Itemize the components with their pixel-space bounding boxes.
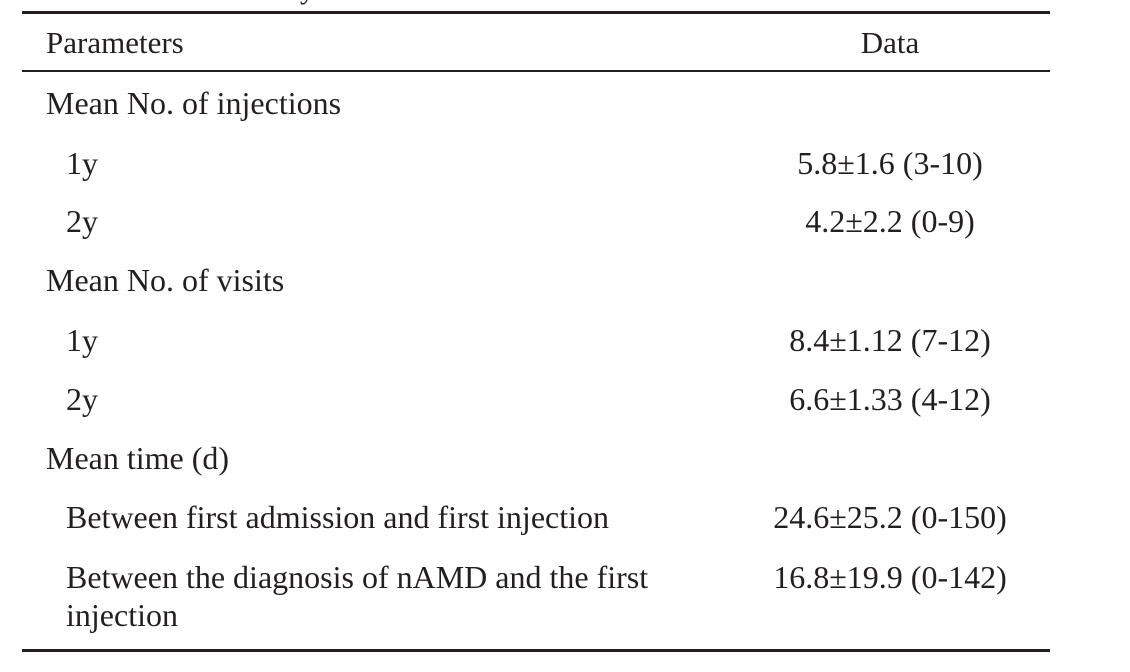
row-label-time-group: Mean time (d): [46, 440, 230, 476]
row-value-visits-1y: 8.4±1.12 (7-12): [789, 322, 991, 358]
row-label-injections-1y: 1y: [66, 145, 98, 181]
row-label-visits-1y: 1y: [66, 322, 98, 358]
row-value-diagnosis-to-injection: 16.8±19.9 (0-142): [773, 559, 1007, 595]
row-value-visits-2y: 6.6±1.33 (4-12): [789, 381, 991, 417]
row-label-injections-2y: 2y: [66, 203, 98, 239]
row-label-visits-2y: 2y: [66, 381, 98, 417]
row-label-admission-to-injection: Between first admission and first inject…: [66, 499, 609, 535]
header-rule: [22, 70, 1050, 72]
row-value-injections-1y: 5.8±1.6 (3-10): [797, 145, 983, 181]
row-label-diagnosis-to-injection: Between the diagnosis of nAMD and the fi…: [66, 559, 649, 633]
row-label-injections-group: Mean No. of injections: [46, 85, 342, 121]
header-data: Data: [860, 25, 920, 60]
header-parameters: Parameters: [46, 25, 184, 60]
clipped-caption: y: [300, 0, 315, 4]
top-rule: [22, 11, 1050, 14]
row-value-admission-to-injection: 24.6±25.2 (0-150): [773, 499, 1007, 535]
row-label-visits-group: Mean No. of visits: [46, 262, 285, 298]
row-value-injections-2y: 4.2±2.2 (0-9): [805, 203, 975, 239]
bottom-rule: [22, 649, 1050, 652]
